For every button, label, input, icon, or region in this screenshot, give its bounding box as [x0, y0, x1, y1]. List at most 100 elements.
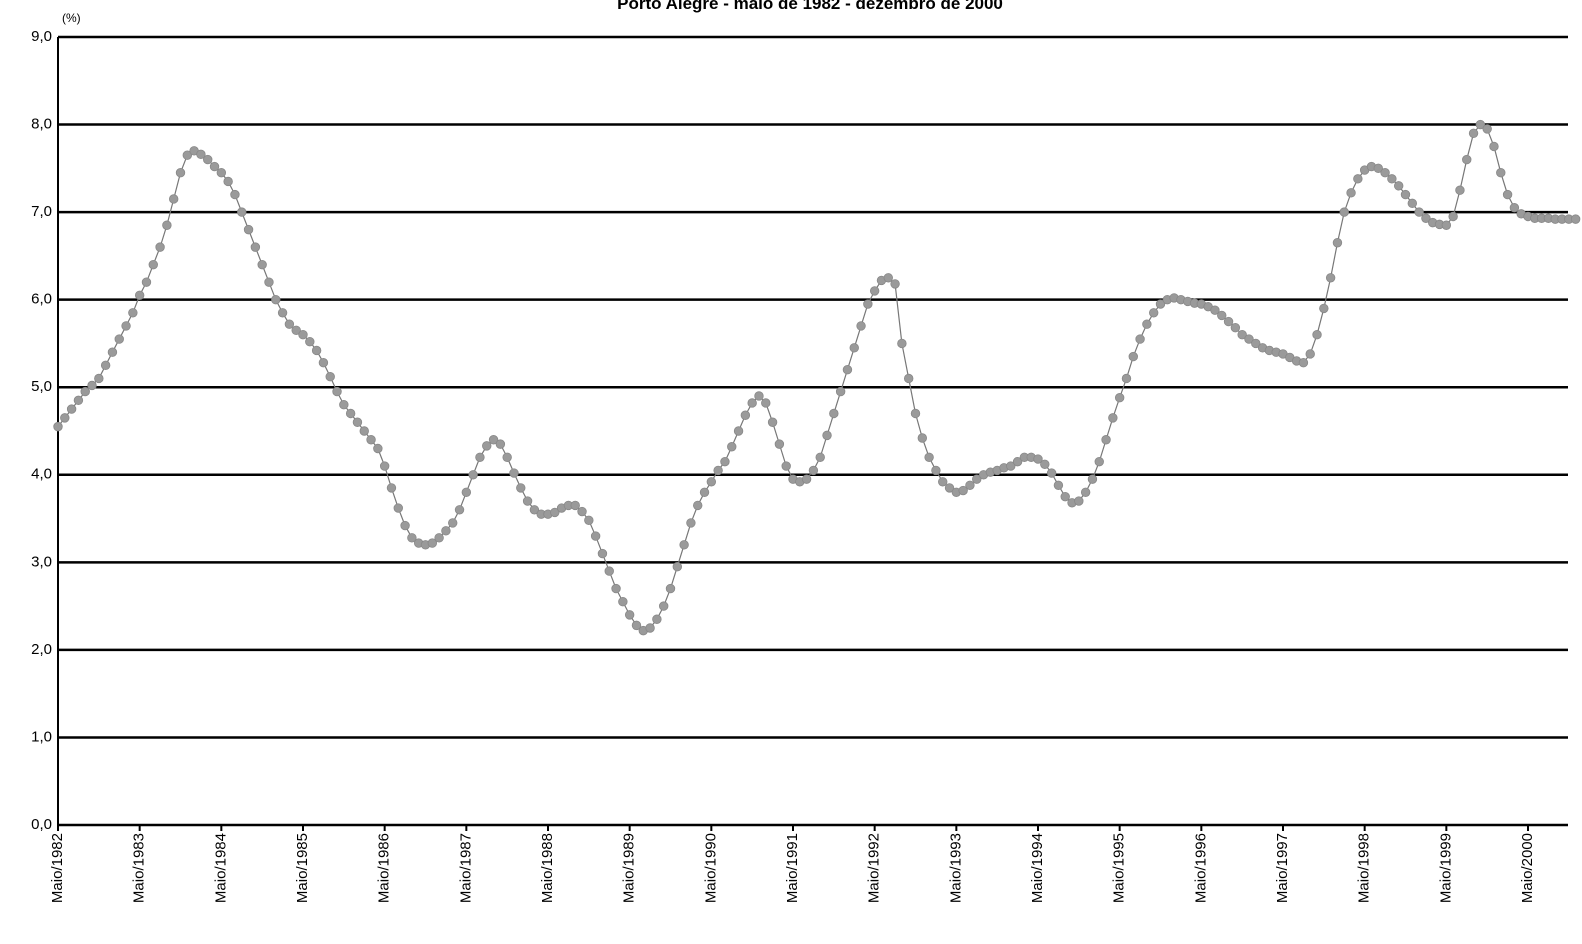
data-point: [1237, 329, 1247, 340]
data-point: [958, 485, 968, 496]
data-point: [550, 507, 560, 518]
x-tick-label: Maio/1990: [702, 833, 719, 903]
data-point: [1332, 238, 1343, 248]
data-point: [781, 461, 791, 471]
data-point: [1108, 413, 1118, 423]
data-point: [774, 439, 785, 449]
data-point: [482, 441, 492, 451]
data-point: [196, 149, 206, 160]
data-point: [386, 483, 397, 493]
data-point: [829, 408, 839, 419]
data-point: [808, 465, 819, 476]
data-point: [1414, 207, 1424, 217]
data-point: [720, 456, 730, 467]
data-point: [1142, 319, 1152, 329]
data-point: [1496, 168, 1506, 178]
data-point: [590, 531, 601, 541]
data-point: [1074, 496, 1084, 506]
data-point: [903, 373, 914, 384]
data-point: [815, 452, 825, 462]
data-point: [944, 483, 955, 493]
data-point: [352, 417, 363, 427]
data-point: [917, 433, 928, 443]
data-point: [767, 417, 778, 427]
data-point: [291, 325, 301, 336]
y-tick-label: 8,0: [31, 116, 52, 133]
data-point: [264, 277, 274, 287]
data-point: [1489, 141, 1499, 152]
data-point: [972, 474, 982, 484]
data-point: [468, 470, 478, 480]
data-point: [645, 623, 655, 633]
chart-title: Porto Alegre - maio de 1982 - dezembro d…: [617, 0, 1003, 13]
data-point: [73, 395, 84, 406]
data-point: [114, 334, 124, 344]
y-tick-label: 7,0: [31, 203, 52, 220]
data-point: [66, 404, 77, 414]
data-point: [652, 614, 662, 624]
data-point: [706, 477, 717, 487]
data-point: [1114, 393, 1125, 403]
data-point: [679, 540, 689, 550]
x-tick-label: Maio/1986: [376, 833, 393, 903]
data-point: [216, 168, 227, 178]
data-point: [427, 538, 438, 548]
data-point: [965, 480, 975, 490]
data-point: [1060, 491, 1070, 502]
data-point: [856, 321, 866, 331]
data-point: [448, 518, 458, 528]
data-point: [1135, 334, 1145, 344]
y-tick-label: 1,0: [31, 728, 52, 745]
data-point: [570, 500, 580, 511]
x-tick-label: Maio/1998: [1356, 833, 1373, 903]
data-point: [747, 398, 757, 408]
data-point: [141, 277, 152, 287]
data-point: [1387, 174, 1397, 184]
data-point: [502, 452, 512, 462]
data-point: [693, 500, 703, 511]
data-point: [461, 487, 472, 497]
x-tick-label: Maio/1997: [1274, 833, 1291, 903]
data-point: [938, 477, 948, 487]
data-point: [107, 347, 118, 357]
data-point: [1128, 351, 1138, 362]
data-point: [407, 533, 417, 543]
data-point: [230, 189, 240, 200]
data-point: [1223, 316, 1234, 327]
x-tick-label: Maio/1994: [1029, 833, 1046, 903]
data-point: [257, 259, 267, 270]
data-point: [1087, 474, 1098, 484]
y-tick-label: 4,0: [31, 466, 52, 483]
data-point: [155, 242, 165, 252]
data-point: [835, 386, 846, 397]
data-point: [1033, 454, 1043, 464]
y-tick-label: 5,0: [31, 378, 52, 395]
data-point: [584, 515, 594, 526]
data-point: [931, 465, 941, 476]
y-tick-label: 2,0: [31, 641, 52, 658]
data-point: [1006, 461, 1016, 471]
y-tick-label: 6,0: [31, 291, 52, 308]
data-point: [454, 505, 465, 515]
data-point: [318, 358, 329, 368]
data-point: [611, 583, 621, 594]
data-point: [271, 294, 281, 305]
data-point: [509, 468, 519, 478]
x-tick-label: Maio/1982: [49, 833, 66, 903]
data-point: [1407, 198, 1418, 209]
y-tick-label: 9,0: [31, 28, 52, 45]
data-point: [1400, 189, 1411, 200]
y-tick-label: 3,0: [31, 553, 52, 570]
data-point: [1482, 124, 1492, 134]
data-point: [1339, 207, 1349, 217]
data-point: [284, 319, 295, 329]
data-point: [910, 408, 921, 419]
data-point: [94, 373, 104, 384]
data-point: [1155, 299, 1166, 309]
data-point: [1040, 459, 1050, 469]
data-point: [869, 286, 880, 296]
x-tick-label: Maio/2000: [1519, 833, 1536, 903]
data-point: [87, 380, 97, 391]
data-point: [475, 452, 485, 462]
